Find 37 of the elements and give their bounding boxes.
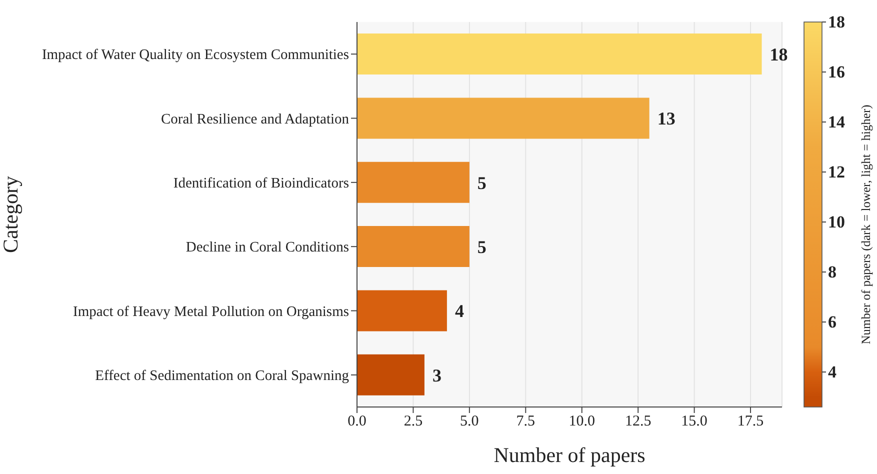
y-tick-label: Impact of Heavy Metal Pollution on Organisms: [73, 304, 350, 320]
y-tick-label: Coral Resilience and Adaptation: [160, 111, 350, 128]
color-bar-label: 8: [828, 262, 836, 282]
color-bar-label: 6: [828, 312, 836, 332]
data-label: 18: [770, 44, 788, 64]
color-bar-label: 4: [828, 362, 837, 382]
color-bar-label: 14: [828, 112, 846, 132]
bar: [357, 226, 470, 268]
x-tick-label: 5.0: [460, 414, 479, 430]
x-tick-label: 17.5: [737, 414, 764, 430]
x-tick-label: 7.5: [516, 414, 536, 430]
y-tick-label: Decline in Coral Conditions: [186, 240, 350, 256]
data-label: 5: [477, 236, 486, 257]
bar: [357, 354, 424, 396]
data-label: 3: [432, 365, 442, 386]
x-tick-label: 10.0: [568, 414, 595, 430]
bar: [357, 98, 650, 139]
y-axis-title: Category: [0, 176, 22, 253]
x-axis-title: Number of papers: [494, 443, 646, 467]
color-bar-label: 18: [828, 12, 845, 32]
y-tick-label: Effect of Sedimentation on Coral Spawning: [95, 368, 349, 384]
color-bar-label: 16: [828, 62, 845, 82]
color-bar-label: 12: [828, 162, 845, 182]
color-bar-label: 10: [828, 212, 845, 232]
bar: [357, 34, 762, 75]
data-label: 13: [657, 108, 676, 129]
x-tick-label: 15.0: [681, 414, 708, 430]
data-label: 4: [454, 301, 464, 322]
x-tick-label: 12.5: [624, 414, 652, 430]
y-tick-label: Identification of Bioindicators: [173, 176, 350, 192]
data-label: 5: [477, 172, 486, 193]
y-tick-label: Impact of Water Quality on Ecosystem Communities: [42, 47, 350, 64]
color-bar-title: Number of papers (dark = lower, light = higher): [859, 104, 873, 344]
bar: [357, 290, 447, 332]
bar: [357, 162, 470, 203]
x-tick-label: 2.5: [404, 414, 423, 430]
x-tick-label: 0.0: [348, 414, 366, 430]
